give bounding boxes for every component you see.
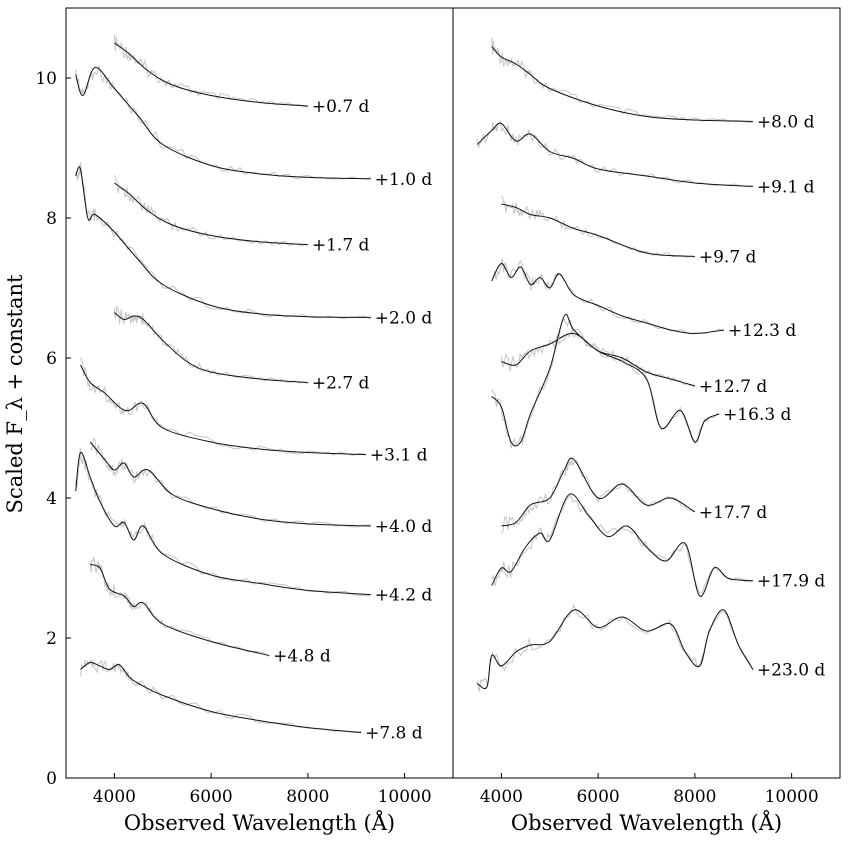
right-epoch-label-7: +17.9 d — [757, 572, 825, 592]
left-series-raw-2 — [113, 174, 309, 247]
left-epoch-label-3: +2.0 d — [375, 308, 433, 328]
right-series-line-2 — [501, 203, 695, 257]
right-epoch-label-0: +8.0 d — [757, 112, 815, 132]
y-tick-label-4: 4 — [46, 489, 57, 509]
left-epoch-label-9: +7.8 d — [365, 724, 423, 744]
right-panel: 4000 6000 8000 10000 Observed Wavelength (Å)… — [452, 7, 841, 835]
left-epoch-label-8: +4.8 d — [273, 647, 331, 667]
right-series-line-0 — [491, 46, 753, 122]
right-series-line-3 — [491, 263, 724, 335]
right-series-raw-4 — [500, 330, 696, 388]
y-tick-label-2: 2 — [46, 629, 57, 649]
y-tick-label-0: 0 — [46, 769, 57, 789]
left-series-line-6 — [89, 441, 371, 527]
left-x-tick-label-4000: 4000 — [93, 787, 136, 807]
right-panel-frame — [452, 7, 841, 779]
left-epoch-label-7: +4.2 d — [375, 586, 433, 606]
right-epoch-label-8: +23.0 d — [757, 661, 825, 681]
y-tick-label-10: 10 — [35, 69, 57, 89]
right-x-axis-label: Observed Wavelength (Å) — [511, 810, 782, 835]
right-epoch-label-5: +16.3 d — [723, 405, 791, 425]
left-epoch-label-5: +3.1 d — [370, 446, 428, 466]
left-series-raw-1 — [75, 65, 371, 180]
right-x-tick-label-10000: 10000 — [765, 787, 819, 807]
left-series-raw-9 — [79, 659, 362, 734]
left-series-line-8 — [90, 564, 270, 656]
left-series-line-2 — [114, 182, 308, 246]
right-series-line-1 — [476, 122, 753, 187]
left-series-line-9 — [80, 661, 362, 733]
right-epoch-label-3: +12.3 d — [728, 321, 796, 341]
y-tick-label-8: 8 — [46, 209, 57, 229]
right-series-line-7 — [491, 493, 753, 597]
right-series-line-5 — [491, 314, 720, 447]
right-epoch-label-1: +9.1 d — [757, 178, 815, 198]
left-epoch-label-6: +4.0 d — [375, 517, 433, 537]
right-series-raw-3 — [491, 258, 725, 335]
left-series-line-4 — [114, 312, 308, 383]
left-series-line-0 — [114, 42, 308, 107]
right-x-tick-label-6000: 6000 — [576, 787, 619, 807]
left-panel: 4000 6000 8000 10000 0 2 4 6 8 10 Observed Wavelen… — [35, 7, 454, 835]
left-series-line-3 — [75, 166, 371, 318]
left-x-tick-label-8000: 8000 — [286, 787, 329, 807]
left-series-raw-5 — [79, 357, 366, 456]
left-series-line-7 — [75, 451, 371, 596]
left-epoch-label-2: +1.7 d — [312, 236, 370, 256]
right-epoch-label-4: +12.7 d — [699, 377, 767, 397]
right-series-raw-1 — [476, 120, 753, 187]
left-series-raw-4 — [113, 304, 309, 385]
right-epoch-label-6: +17.7 d — [699, 503, 767, 523]
y-tick-label-6: 6 — [46, 349, 57, 369]
left-series-raw-8 — [89, 556, 270, 658]
y-axis-label: Scaled F_λ + constant — [3, 274, 27, 513]
left-x-axis-label: Observed Wavelength (Å) — [124, 810, 395, 835]
right-series-raw-6 — [500, 459, 696, 535]
left-x-tick-label-10000: 10000 — [378, 787, 432, 807]
left-series-raw-6 — [89, 436, 371, 528]
left-series-line-5 — [80, 364, 366, 456]
left-series-raw-0 — [113, 34, 308, 108]
left-series-raw-7 — [75, 447, 371, 597]
left-x-tick-label-6000: 6000 — [189, 787, 232, 807]
left-epoch-label-1: +1.0 d — [375, 170, 433, 190]
right-epoch-label-2: +9.7 d — [699, 248, 757, 268]
right-x-tick-label-4000: 4000 — [480, 787, 523, 807]
right-x-tick-label-8000: 8000 — [673, 787, 716, 807]
right-series-line-4 — [501, 332, 696, 387]
left-series-raw-3 — [75, 162, 371, 320]
right-series-line-8 — [476, 609, 754, 690]
left-panel-frame — [65, 7, 454, 779]
right-series-line-6 — [501, 457, 696, 527]
left-epoch-label-0: +0.7 d — [312, 97, 370, 117]
right-series-raw-2 — [501, 195, 696, 259]
left-epoch-label-4: +2.7 d — [312, 374, 370, 394]
left-series-line-1 — [75, 66, 371, 180]
right-series-raw-5 — [491, 318, 720, 449]
right-series-raw-8 — [476, 603, 754, 693]
right-series-raw-0 — [491, 37, 753, 124]
